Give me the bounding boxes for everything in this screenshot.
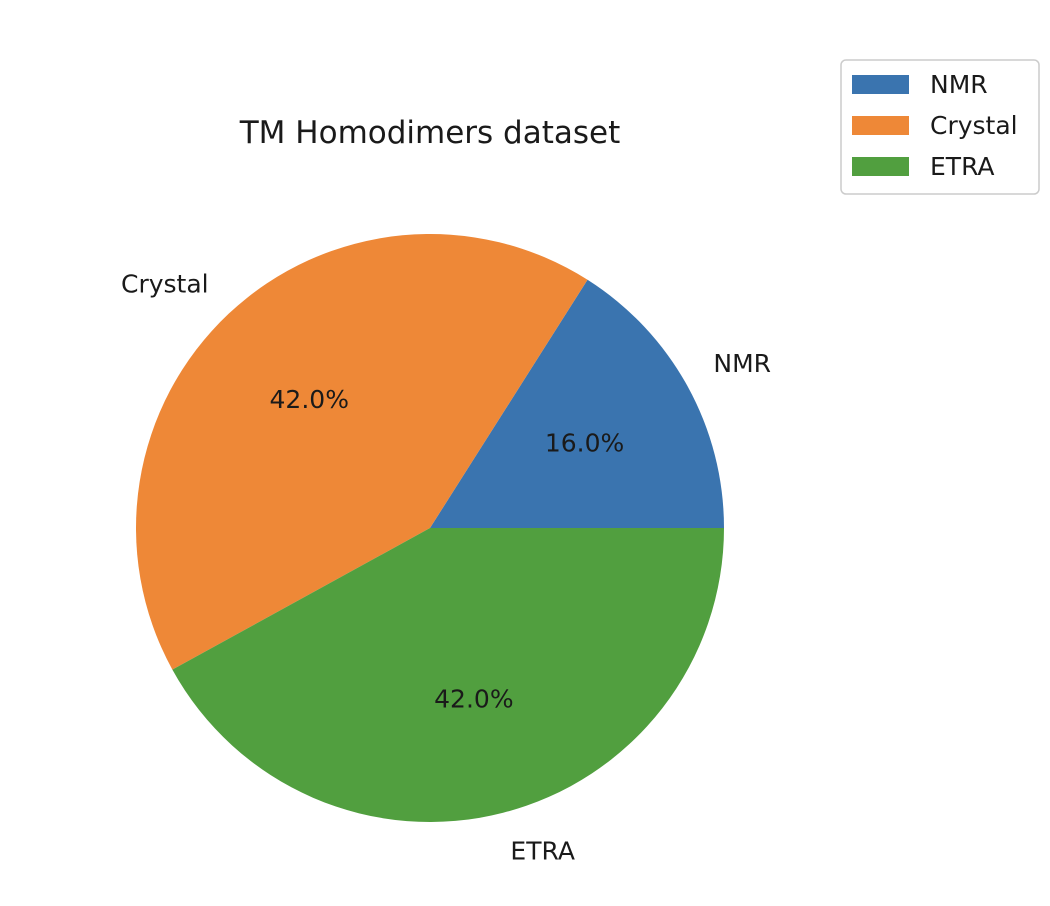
- pie-percent-nmr: 16.0%: [545, 429, 624, 458]
- legend-swatch-crystal: [852, 116, 909, 135]
- pie-label-nmr: NMR: [713, 349, 771, 378]
- pie-slices: [136, 234, 724, 822]
- legend-label-etra: ETRA: [930, 152, 995, 181]
- pie-slice-crystal: [136, 234, 588, 670]
- chart-title: TM Homodimers dataset: [239, 115, 621, 151]
- legend-label-crystal: Crystal: [930, 111, 1018, 140]
- legend-swatch-nmr: [852, 75, 909, 94]
- legend-label-nmr: NMR: [930, 70, 988, 99]
- pie-percent-crystal: 42.0%: [270, 385, 349, 414]
- pie-label-etra: ETRA: [510, 837, 575, 866]
- pie-label-crystal: Crystal: [121, 269, 209, 298]
- pie-slice-etra: [172, 528, 724, 822]
- legend-swatch-etra: [852, 157, 909, 176]
- pie-percent-etra: 42.0%: [434, 684, 513, 713]
- legend: NMR Crystal ETRA: [840, 59, 1040, 195]
- pie-labels: 16.0% NMR 42.0% Crystal 42.0% ETRA: [121, 269, 771, 865]
- pie-slice-nmr: [430, 279, 724, 528]
